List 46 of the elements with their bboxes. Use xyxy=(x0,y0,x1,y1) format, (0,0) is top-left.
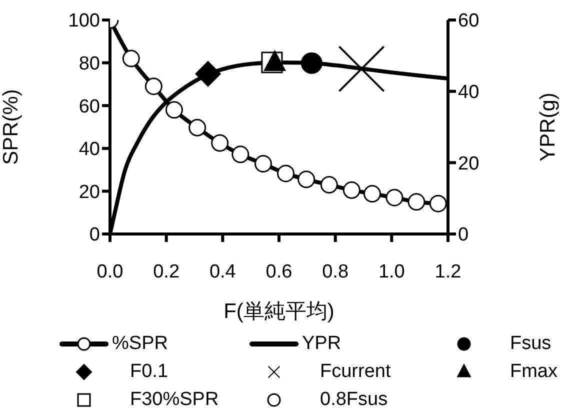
x-tick-label: 1.0 xyxy=(378,261,405,282)
x-tick-label: 0.4 xyxy=(209,261,236,282)
point xyxy=(338,46,385,92)
point xyxy=(363,185,381,203)
point xyxy=(429,194,447,212)
point xyxy=(386,188,404,206)
point xyxy=(254,155,272,173)
point xyxy=(188,118,206,136)
point xyxy=(195,61,221,87)
point xyxy=(342,181,360,199)
x-tick-label: 0.6 xyxy=(266,261,292,282)
x-tick-label: 0.8 xyxy=(322,261,349,282)
point xyxy=(211,134,229,152)
legend-label: 0.8Fsus xyxy=(320,389,388,410)
point xyxy=(232,146,250,164)
y-tick-label: 40 xyxy=(78,139,100,160)
point xyxy=(298,170,316,188)
y-tick-label: 0 xyxy=(89,224,100,246)
y-tick-label: 20 xyxy=(78,182,100,203)
legend-label: F0.1 xyxy=(130,361,168,383)
point xyxy=(300,52,322,74)
y2-axis-title: YPR(g) xyxy=(536,92,560,162)
point xyxy=(408,193,426,211)
legend-label: YPR xyxy=(302,333,342,355)
y2-tick-label: 40 xyxy=(458,82,480,104)
point xyxy=(277,164,295,182)
y-tick-label: 60 xyxy=(78,96,100,118)
y-tick-label: 100 xyxy=(68,10,100,32)
x-tick-label: 1.2 xyxy=(434,261,462,282)
y2-tick-label: 0 xyxy=(458,224,469,246)
y-tick-label: 80 xyxy=(78,54,100,75)
y2-tick-label: 60 xyxy=(458,10,480,32)
y-axis-title: SPR(%) xyxy=(0,89,22,165)
legend-label: Fsus xyxy=(510,333,552,355)
legend-label: Fmax xyxy=(510,361,558,383)
point xyxy=(165,101,183,119)
x-tick-label: 0.0 xyxy=(96,261,124,282)
y2-tick-label: 20 xyxy=(458,153,480,174)
x-axis-title: F(単純平均) xyxy=(224,300,334,323)
legend-label: F30%SPR xyxy=(130,389,219,410)
legend-label: %SPR xyxy=(112,333,168,355)
point xyxy=(320,176,338,194)
point xyxy=(122,50,140,68)
point xyxy=(144,78,162,96)
x-tick-label: 0.2 xyxy=(153,261,180,282)
legend-label: Fcurrent xyxy=(320,361,391,383)
